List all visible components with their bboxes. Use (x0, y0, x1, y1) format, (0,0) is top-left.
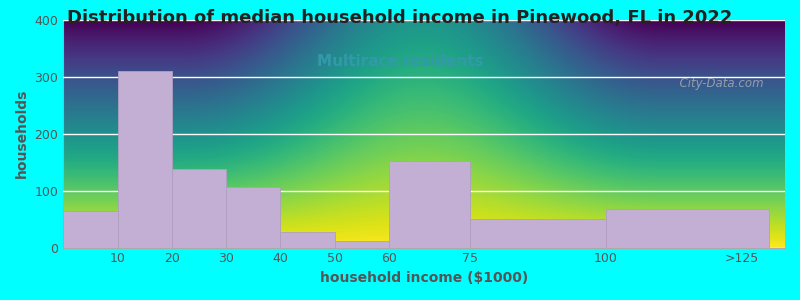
Bar (280, 232, 334, 248)
Bar (172, 169, 226, 248)
Bar (226, 187, 280, 247)
Text: City-Data.com: City-Data.com (672, 77, 763, 90)
Bar (389, 161, 470, 248)
Bar (334, 241, 389, 247)
Bar (470, 219, 606, 248)
Y-axis label: households: households (15, 89, 29, 178)
Text: Multirace residents: Multirace residents (317, 54, 483, 69)
Bar (63, 211, 118, 248)
X-axis label: household income ($1000): household income ($1000) (320, 271, 528, 285)
Text: Distribution of median household income in Pinewood, FL in 2022: Distribution of median household income … (67, 9, 733, 27)
Bar (606, 209, 769, 248)
Bar (118, 71, 172, 247)
